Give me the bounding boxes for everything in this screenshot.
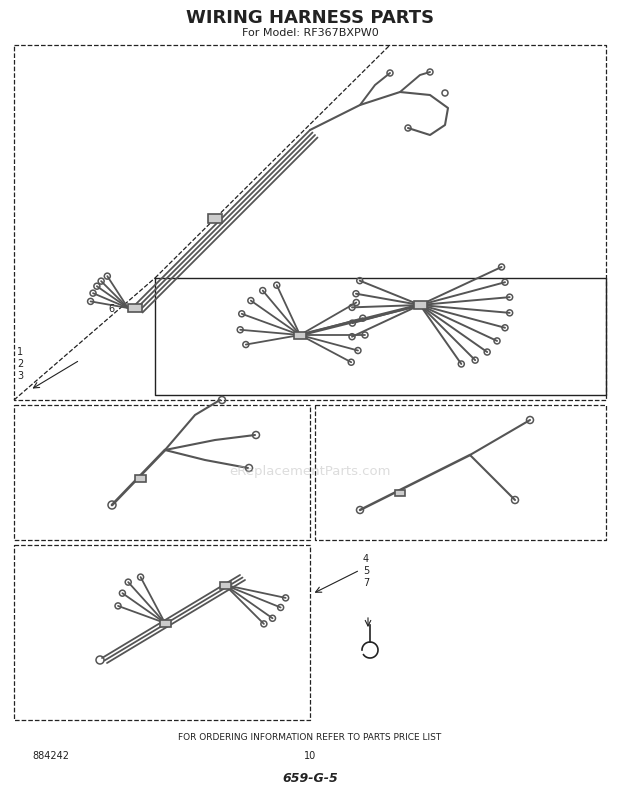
- Bar: [294, 332, 306, 338]
- Text: 10: 10: [304, 751, 316, 761]
- Bar: [135, 474, 146, 482]
- Text: 4: 4: [363, 554, 369, 564]
- Text: eReplacementParts.com: eReplacementParts.com: [229, 466, 391, 478]
- Bar: [159, 619, 170, 626]
- Text: 6: 6: [108, 304, 114, 314]
- Text: 3: 3: [17, 371, 23, 381]
- Text: 5: 5: [363, 566, 370, 576]
- Text: 659-G-5: 659-G-5: [282, 771, 338, 785]
- Bar: [414, 301, 427, 309]
- Bar: [128, 304, 142, 312]
- Bar: [395, 490, 405, 496]
- Text: 884242: 884242: [32, 751, 69, 761]
- Text: FOR ORDERING INFORMATION REFER TO PARTS PRICE LIST: FOR ORDERING INFORMATION REFER TO PARTS …: [179, 733, 441, 743]
- Text: 1: 1: [17, 347, 23, 357]
- Text: 2: 2: [17, 359, 24, 369]
- Text: For Model: RF367BXPW0: For Model: RF367BXPW0: [242, 28, 378, 38]
- Bar: [208, 214, 222, 223]
- Text: 7: 7: [363, 578, 370, 588]
- Text: WIRING HARNESS PARTS: WIRING HARNESS PARTS: [186, 9, 434, 27]
- Bar: [219, 581, 231, 588]
